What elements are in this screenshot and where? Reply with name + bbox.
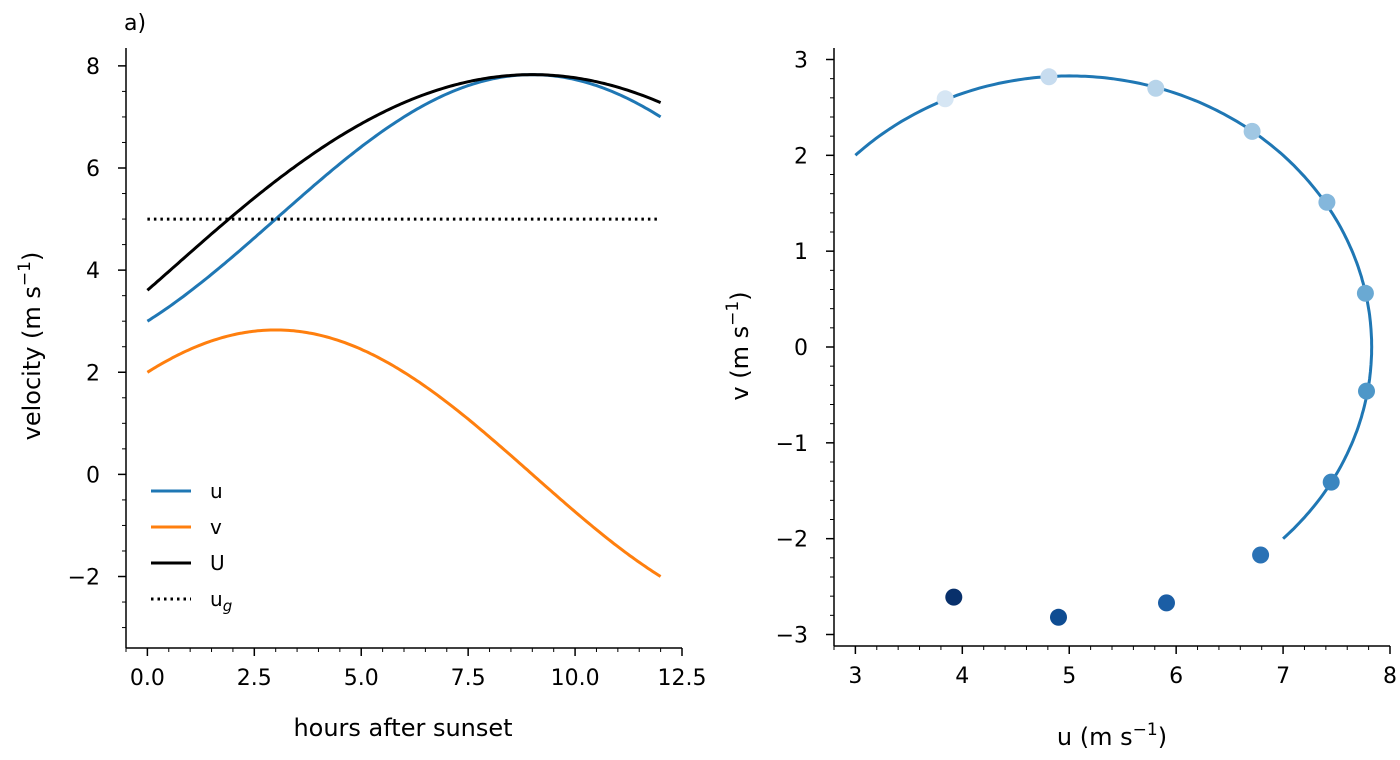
panel-b-x-tick-label: 3 <box>848 664 862 689</box>
panel-b-x-tick-label: 4 <box>955 664 969 689</box>
panel-a-y-tick-label: −2 <box>68 566 100 591</box>
panel-a-y-tick-label: 8 <box>86 55 100 80</box>
series-line-u <box>146 73 662 323</box>
legend-label-ug: ug <box>210 587 232 615</box>
panel-a-ticks: 0.0 2.5 5.0 7.5 10.0 12.5 −2 0 2 4 6 8 <box>68 55 707 691</box>
hodograph-point-hour-12 <box>945 588 963 606</box>
panel-b-y-tick-label: 0 <box>794 336 808 361</box>
panel-label-a: a) <box>124 11 146 36</box>
series-line-v <box>146 328 662 578</box>
hodograph-curve <box>854 74 1374 540</box>
panel-b-y-tick-label: −3 <box>776 624 808 649</box>
panel-b-y-tick-label: 1 <box>794 240 808 265</box>
panel-b-y-tick-label: 2 <box>794 144 808 169</box>
panel-b-y-tick-label: −1 <box>776 432 808 457</box>
panel-a-x-tick-label: 0.0 <box>130 666 165 691</box>
panel-a-x-axis-label: hours after sunset <box>293 714 512 742</box>
legend-label-v: v <box>210 515 222 539</box>
legend-label-u: u <box>210 479 223 503</box>
panel-b-points <box>936 68 1375 626</box>
hodograph-point-hour-1 <box>936 90 954 108</box>
hodograph-point-hour-7 <box>1358 382 1375 400</box>
panel-a-y-axis-label: velocity (m s−1) <box>15 252 46 441</box>
hodograph-point-hour-5 <box>1318 193 1336 211</box>
panel-b-y-axis-label: v (m s−1) <box>723 291 754 400</box>
legend-label-U: U <box>210 551 225 575</box>
hodograph-point-hour-8 <box>1322 473 1340 491</box>
panel-a-velocity-timeseries: a) 0.0 2.5 5.0 7.5 10.0 12.5 −2 0 2 4 6 8 hours aft… <box>15 11 706 742</box>
panel-b-hodograph: 3 4 5 6 7 8 −3 −2 −1 0 1 2 3 u (m s−1) v (m s−1) <box>723 48 1397 751</box>
panel-b-curve <box>854 74 1374 540</box>
panel-a-x-tick-label: 2.5 <box>237 666 272 691</box>
hodograph-point-hour-10 <box>1158 594 1175 612</box>
series-line-U <box>146 73 662 292</box>
panel-a-y-tick-label: 2 <box>86 361 100 386</box>
panel-b-x-tick-label: 6 <box>1169 664 1183 689</box>
panel-a-y-tick-label: 6 <box>86 157 100 182</box>
hodograph-point-hour-3 <box>1147 79 1165 97</box>
panel-a-y-tick-label: 0 <box>86 463 100 488</box>
panel-a-x-tick-label: 10.0 <box>551 666 600 691</box>
panel-a-x-tick-label: 5.0 <box>344 666 379 691</box>
panel-b-x-axis-label: u (m s−1) <box>1057 720 1167 751</box>
panel-b-x-tick-label: 5 <box>1062 664 1076 689</box>
panel-a-x-tick-label: 12.5 <box>658 666 707 691</box>
panel-a-legend: u v U ug <box>151 479 232 615</box>
panel-a-x-tick-label: 7.5 <box>451 666 486 691</box>
hodograph-point-hour-2 <box>1040 68 1058 86</box>
hodograph-point-hour-4 <box>1243 122 1261 140</box>
panel-b-x-tick-label: 7 <box>1276 664 1290 689</box>
hodograph-point-hour-6 <box>1356 284 1374 302</box>
panel-a-y-tick-label: 4 <box>86 259 100 284</box>
panel-a-series <box>146 73 662 578</box>
panel-b-x-tick-label: 8 <box>1383 664 1397 689</box>
panel-b-y-tick-label: 3 <box>794 49 808 74</box>
panel-b-y-tick-label: −2 <box>776 528 808 553</box>
hodograph-point-hour-11 <box>1050 608 1067 626</box>
hodograph-point-hour-9 <box>1252 546 1270 564</box>
